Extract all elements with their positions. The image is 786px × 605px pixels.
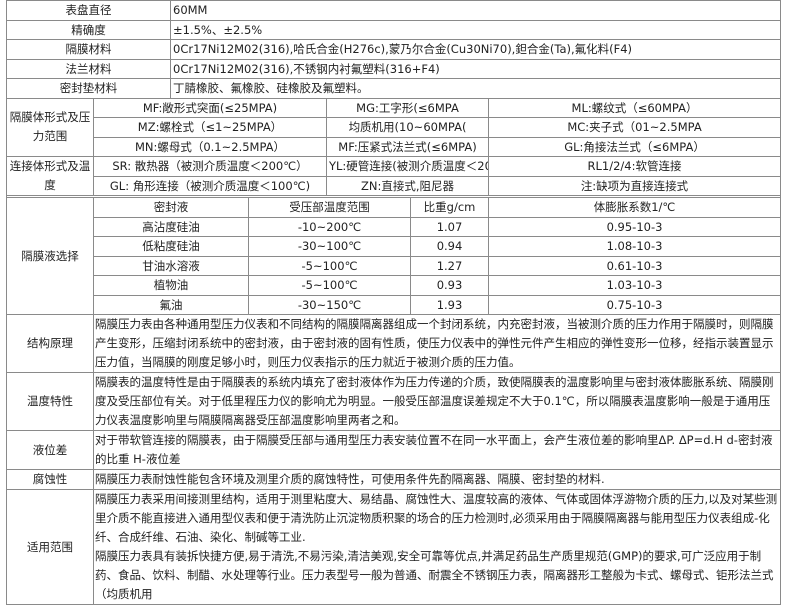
fluid-row: 低粘度硅油-30~100℃0.941.08-10-3一般用: [7, 236, 782, 257]
spec-row: 精确度 ±1.5%、±2.5%: [6, 19, 782, 40]
section-label: 隔膜液选择: [6, 197, 94, 315]
row-value: 丁腈橡胶、氟橡胶、硅橡胶及氟塑料。: [169, 78, 782, 99]
connection-option: 注:缺项为直接连接式: [487, 175, 782, 196]
fluid-row: 植物油-5~100℃0.931.03-10-3食品用: [7, 275, 782, 296]
spacer: [5, 195, 782, 198]
description-text: 隔膜压力表由各种通用型压力仪表和不同结构的隔膜隔离器组成一个封闭系统，内充密封液…: [92, 314, 782, 373]
fluid-cell: 1.27: [410, 255, 489, 276]
row-label: 结构原理: [6, 314, 94, 373]
connection-option: ZN:直接式,阻尼器: [326, 175, 489, 196]
connection-form-row: 连接体形式及温度 SR: 散热器（被测介质温度＜200℃） YL:硬管连接(被测介质…: [6, 156, 782, 196]
fluid-cell: 1.07: [410, 216, 489, 237]
row-value: 0Cr17Ni12M02(316),不锈钢内衬氟塑料(316+F4): [169, 58, 782, 79]
fluid-cell: 低粘度硅油: [93, 236, 249, 257]
fluid-cell: 高沾度硅油: [93, 216, 249, 237]
row-label: 隔膜材料: [6, 39, 171, 60]
form-option: MZ:螺栓式（≤1~25MPA）: [93, 117, 327, 138]
description-text: 隔膜压力表采用间接测里结构，适用于测里粘度大、易结晶、腐蚀性大、温度较高的液体、…: [92, 489, 782, 605]
fluid-cell: -5~100℃: [248, 275, 411, 296]
column-header: 比重g/cm: [410, 197, 489, 218]
fluid-cell: 1.03-10-3: [487, 275, 782, 296]
spec-row: 表盘直径 60MM: [6, 0, 782, 21]
form-option: 均质机用(10~60MPA(: [326, 117, 489, 138]
description-row: 液位差 对于带软管连接的隔膜表，由于隔膜受压部与通用型压力表安装位置不在同一水平面…: [6, 430, 782, 470]
form-option: MF:压紧式法兰式(≤6MPA): [326, 136, 489, 157]
description-text: 隔膜压力表耐蚀性能包含环境及测里介质的腐蚀特性，可使用条件先酌隔离器、隔膜、密封…: [92, 469, 782, 490]
row-label: 法兰材料: [6, 58, 171, 79]
fluid-row: 氟油-30~150℃1.930.75-10-3氢、氧: [7, 294, 782, 315]
form-option: GL:角接法兰式（≤6MPA）: [487, 136, 782, 157]
connection-option: SR: 散热器（被测介质温度＜200℃）: [93, 156, 327, 177]
row-label: 适用范围: [6, 489, 94, 605]
row-value: 60MM: [169, 0, 782, 21]
row-label: 腐蚀性: [6, 469, 94, 490]
row-value: ±1.5%、±2.5%: [169, 19, 782, 40]
fluid-cell: 植物油: [93, 275, 249, 296]
description-text: 对于带软管连接的隔膜表，由于隔膜受压部与通用型压力表安装位置不在同一水平面上，会…: [92, 430, 782, 470]
fluid-cell: 1.93: [410, 294, 489, 315]
form-option: MC:夹子式（01~2.5MPA: [487, 117, 782, 138]
description-row: 温度特性 隔膜表的温度特性是由于隔膜表的系统内填充了密封液体作为压力传递的介质，致…: [6, 372, 782, 431]
section-label: 连接体形式及温度: [6, 156, 94, 196]
fluid-cell: 0.75-10-3: [487, 294, 782, 315]
row-label: 温度特性: [6, 372, 94, 431]
fluid-row: 甘油水溶液-5~100℃1.270.61-10-3食品用: [7, 255, 782, 276]
spec-table: 表盘直径 60MM 精确度 ±1.5%、±2.5% 隔膜材料 0Cr17Ni12M02(3…: [5, 0, 782, 605]
connection-form-row: GL: 角形连接（被测介质温度＜100℃) ZN:直接式,阻尼器 注:缺项为直接连接…: [7, 175, 782, 196]
spacer-row: [5, 195, 782, 198]
row-label: 表盘直径: [6, 0, 171, 21]
connection-option: GL: 角形连接（被测介质温度＜100℃): [93, 175, 327, 196]
row-label: 密封垫材料: [6, 78, 171, 99]
form-option: MG:工字形(≤6MPA: [326, 97, 489, 118]
fluid-cell: 0.61-10-3: [487, 255, 782, 276]
row-label: 精确度: [6, 19, 171, 40]
fluid-cell: -5~100℃: [248, 255, 411, 276]
fluid-cell: 甘油水溶液: [93, 255, 249, 276]
row-label: 液位差: [6, 430, 94, 470]
row-value: 0Cr17Ni12M02(316),哈氏合金(H276c),蒙乃尔合金(Cu30…: [169, 39, 782, 60]
fluid-cell: 0.95-10-3: [487, 216, 782, 237]
description-paragraph: 隔膜压力表采用间接测里结构，适用于测里粘度大、易结晶、腐蚀性大、温度较高的液体、…: [95, 492, 778, 544]
spec-row: 密封垫材料 丁腈橡胶、氟橡胶、硅橡胶及氟塑料。: [6, 78, 782, 99]
section-label: 隔膜体形式及压力范围: [6, 97, 94, 157]
fluid-row: 高沾度硅油-10~200℃1.070.95-10-3高温用: [7, 216, 782, 237]
spec-row: 法兰材料 0Cr17Ni12M02(316),不锈钢内衬氟塑料(316+F4): [6, 58, 782, 79]
description-paragraph: 隔膜压力表具有装拆快捷方便,易于清洗,不易污染,清洁美观,安全可靠等优点,并满足…: [95, 549, 774, 601]
diaphragm-form-row: MN:螺母式（0.1~2.5MPA） MF:压紧式法兰式(≤6MPA) GL:角接法…: [7, 136, 782, 157]
diaphragm-form-row: MZ:螺栓式（≤1~25MPA） 均质机用(10~60MPA(MC:夹子式（01~…: [7, 117, 782, 138]
fluid-cell: 1.08-10-3: [487, 236, 782, 257]
fluid-cell: 0.93: [410, 275, 489, 296]
description-row: 结构原理 隔膜压力表由各种通用型压力仪表和不同结构的隔膜隔离器组成一个封闭系统，内…: [6, 314, 782, 373]
column-header: 密封液: [93, 197, 249, 218]
form-option: ML:螺纹式（≤60MPA）: [487, 97, 782, 118]
diaphragm-form-row: 隔膜体形式及压力范围 MF:敞形式突面(≤25MPA) MG:工字形(≤6MPA ML…: [6, 97, 782, 157]
fluid-cell: -30~150℃: [248, 294, 411, 315]
column-header: 体膨胀系数1/℃: [487, 197, 782, 218]
spec-row: 隔膜材料 0Cr17Ni12M02(316),哈氏合金(H276c),蒙乃尔合金(…: [6, 39, 782, 60]
connection-option: RL1/2/4:软管连接: [487, 156, 782, 177]
fluid-cell: -10~200℃: [248, 216, 411, 237]
connection-option: YL:硬管连接(被测介质温度＜200℃): [326, 156, 489, 177]
fluid-cell: 0.94: [410, 236, 489, 257]
description-text: 隔膜表的温度特性是由于隔膜表的系统内填充了密封液体作为压力传递的介质，致使隔膜表…: [92, 372, 782, 431]
fluid-cell: 氟油: [93, 294, 249, 315]
description-row: 腐蚀性 隔膜压力表耐蚀性能包含环境及测里介质的腐蚀特性，可使用条件先酌隔离器、隔膜…: [6, 469, 782, 490]
form-option: MF:敞形式突面(≤25MPA): [93, 97, 327, 118]
column-header: 受压部温度范围: [248, 197, 411, 218]
form-option: MN:螺母式（0.1~2.5MPA）: [93, 136, 327, 157]
fluid-cell: -30~100℃: [248, 236, 411, 257]
description-row: 适用范围 隔膜压力表采用间接测里结构，适用于测里粘度大、易结晶、腐蚀性大、温度较高…: [6, 489, 782, 605]
